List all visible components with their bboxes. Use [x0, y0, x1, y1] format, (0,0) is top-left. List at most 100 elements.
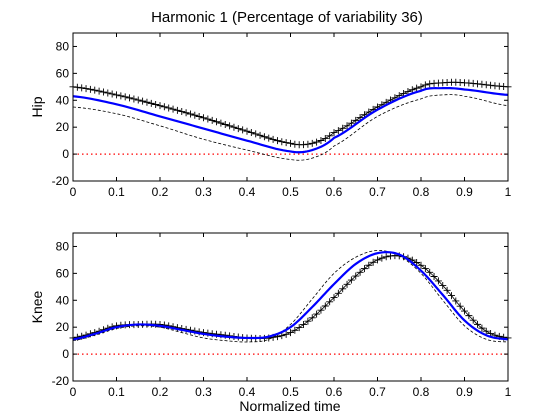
- hip-plus-marker: [143, 98, 151, 106]
- hip-x-tick-label: 0.5: [282, 185, 299, 199]
- hip-plus-marker: [156, 102, 164, 110]
- hip-plus-marker: [421, 81, 429, 89]
- hip-plus-marker: [73, 83, 81, 91]
- hip-plus-marker: [104, 89, 112, 97]
- knee-y-tick-label: 0: [62, 347, 69, 361]
- hip-x-tick-label: 0.6: [326, 185, 343, 199]
- knee-plus-marker: [474, 320, 482, 328]
- knee-plus-marker: [417, 261, 425, 269]
- knee-y-tick-label: 20: [56, 320, 70, 334]
- knee-plus-marker: [360, 265, 368, 273]
- hip-plus-marker: [195, 112, 203, 120]
- hip-plus-marker: [99, 88, 107, 96]
- knee-plus-marker: [343, 280, 351, 288]
- hip-plot-area: [73, 33, 508, 181]
- knee-plus-marker: [308, 314, 316, 322]
- hip-plus-marker: [117, 92, 125, 100]
- hip-plus-marker: [126, 94, 134, 102]
- knee-plus-marker: [443, 286, 451, 294]
- knee-plus-marker: [304, 317, 312, 325]
- hip-plus-marker: [426, 80, 434, 88]
- hip-plus-marker: [91, 86, 99, 94]
- knee-y-tick-label: 60: [56, 266, 70, 280]
- hip-plus-marker: [221, 120, 229, 128]
- knee-plus-marker: [369, 258, 377, 266]
- hip-plus-marker: [339, 124, 347, 132]
- hip-plus-marker: [82, 85, 90, 93]
- knee-plus-marker: [482, 327, 490, 335]
- hip-plus-marker: [230, 123, 238, 131]
- hip-plus-marker: [482, 81, 490, 89]
- knee-plus-marker: [356, 268, 364, 276]
- hip-plus-marker: [308, 139, 316, 147]
- hip-plus-marker: [186, 110, 194, 118]
- knee-plus-marker: [282, 330, 290, 338]
- knee-plus-marker: [287, 329, 294, 337]
- knee-x-tick-label: 0.5: [282, 385, 299, 399]
- hip-plus-marker: [239, 126, 247, 134]
- hip-plus-marker: [252, 130, 260, 138]
- hip-plus-marker: [204, 115, 212, 123]
- hip-plus-marker: [278, 138, 286, 146]
- knee-mean-line: [72, 251, 509, 341]
- knee-plus-marker: [295, 324, 303, 332]
- hip-y-tick-label: -20: [52, 174, 70, 188]
- hip-plus-marker: [256, 131, 264, 139]
- hip-plus-marker: [317, 137, 325, 145]
- hip-plus-marker: [213, 118, 221, 126]
- hip-plus-marker: [313, 138, 321, 146]
- hip-y-tick-label: 0: [62, 147, 69, 161]
- hip-plus-marker: [321, 134, 329, 142]
- knee-minus-line: [72, 250, 509, 343]
- hip-y-tick-label: 80: [56, 39, 70, 53]
- hip-plus-marker: [165, 104, 173, 112]
- knee-x-tick-label: 0.6: [326, 385, 343, 399]
- hip-y-tick-label: 20: [56, 120, 70, 134]
- hip-plus-marker: [160, 103, 168, 111]
- knee-plus-marker: [291, 326, 299, 334]
- knee-plus-marker: [456, 302, 464, 310]
- hip-plus-marker: [347, 119, 355, 127]
- knee-plus-marker: [365, 261, 373, 269]
- hip-plus-marker: [86, 85, 94, 93]
- hip-x-tick-label: 0.7: [369, 185, 386, 199]
- hip-plus-marker: [217, 119, 225, 127]
- hip-plus-marker: [208, 116, 216, 124]
- knee-plot-area: [73, 233, 508, 381]
- knee-x-tick-label: 0.1: [108, 385, 125, 399]
- hip-plus-marker: [113, 91, 120, 99]
- knee-plus-marker: [439, 281, 447, 289]
- knee-plus-marker: [426, 268, 434, 276]
- knee-x-tick-label: 0.4: [239, 385, 256, 399]
- knee-y-axis-title: Knee: [29, 290, 45, 323]
- hip-plus-marker: [330, 129, 338, 137]
- hip-plus-marker: [78, 84, 86, 92]
- hip-x-tick-label: 0: [70, 185, 77, 199]
- hip-plus-marker: [169, 105, 177, 113]
- hip-plus-marker: [178, 108, 186, 116]
- knee-plus-marker: [461, 307, 468, 315]
- hip-plus-marker: [413, 84, 421, 92]
- knee-panel: 0 0.1 0.2 0.3 0.4 0.5 0.6 0.7 0.8 0.9 1-2002040608…: [29, 232, 512, 399]
- knee-plus-marker: [334, 289, 342, 297]
- hip-plus-marker: [287, 139, 294, 147]
- hip-plus-marker: [265, 134, 273, 142]
- knee-plus-marker: [321, 302, 329, 310]
- knee-x-tick-label: 1: [505, 385, 512, 399]
- knee-plus-marker: [347, 276, 355, 284]
- x-axis-title: Normalized time: [239, 398, 340, 414]
- hip-x-tick-label: 1: [505, 185, 512, 199]
- hip-y-tick-label: 60: [56, 66, 70, 80]
- hip-plus-marker: [139, 97, 147, 105]
- hip-plus-marker: [334, 127, 342, 135]
- hip-plus-marker: [247, 129, 255, 137]
- knee-x-tick-label: 0.8: [413, 385, 430, 399]
- hip-plus-marker: [487, 81, 495, 89]
- hip-plus-marker: [352, 116, 360, 124]
- knee-plus-marker: [478, 324, 486, 332]
- hip-plus-marker: [121, 93, 129, 101]
- knee-x-tick-label: 0.2: [152, 385, 169, 399]
- hip-plus-marker: [182, 109, 190, 117]
- hip-plus-marker: [173, 106, 181, 114]
- hip-plus-marker: [269, 135, 277, 143]
